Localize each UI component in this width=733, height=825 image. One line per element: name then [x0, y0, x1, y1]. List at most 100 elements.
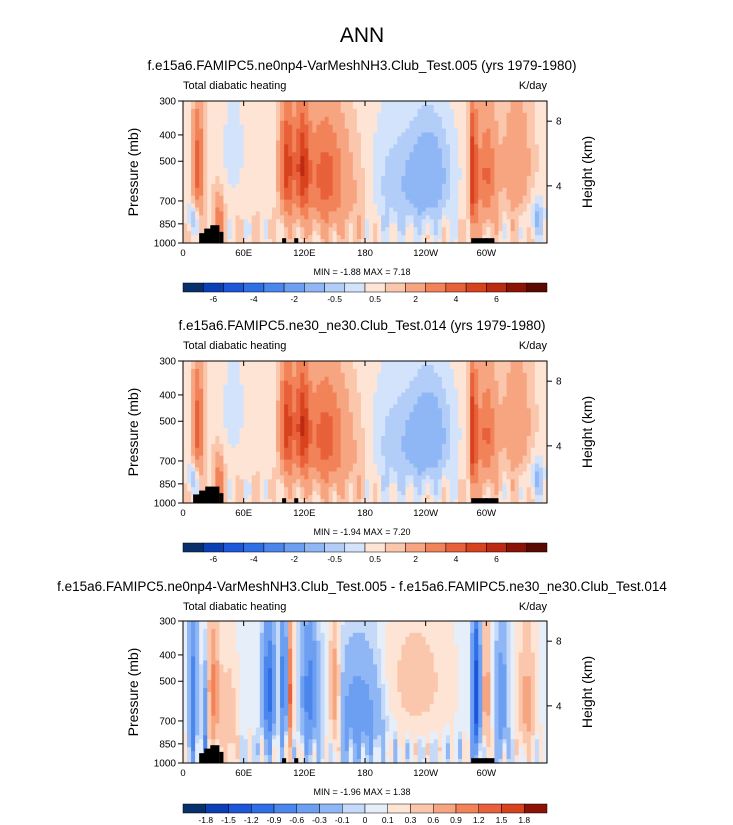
heat-cell	[357, 188, 362, 193]
heat-cell	[430, 140, 435, 145]
heat-cell	[183, 235, 188, 240]
heat-cell	[223, 491, 228, 496]
heat-cell	[321, 464, 326, 469]
heat-cell	[300, 192, 305, 197]
heat-cell	[333, 483, 338, 488]
heat-cell	[535, 223, 540, 228]
heat-cell	[527, 156, 532, 161]
heat-cell	[252, 385, 257, 390]
heat-cell	[195, 133, 200, 138]
heat-cell	[361, 393, 366, 398]
heat-cell	[353, 176, 358, 181]
heat-cell	[187, 129, 192, 134]
heat-cell	[454, 160, 459, 165]
heat-cell	[272, 133, 277, 138]
heat-cell	[312, 137, 317, 142]
heat-cell	[236, 215, 241, 220]
heat-cell	[361, 152, 366, 157]
heat-cell	[490, 227, 495, 232]
heat-cell	[341, 448, 346, 453]
heat-cell	[333, 235, 338, 240]
heat-cell	[260, 121, 265, 126]
heat-cell	[321, 436, 326, 441]
heat-cell	[232, 440, 237, 445]
heat-cell	[300, 196, 305, 201]
heat-cell	[466, 117, 471, 122]
heat-cell	[341, 208, 346, 213]
heat-cell	[308, 156, 313, 161]
heat-cell	[454, 105, 459, 110]
heat-cell	[454, 196, 459, 201]
heat-cell	[207, 113, 212, 118]
heat-cell	[397, 227, 402, 232]
heat-cell	[316, 192, 321, 197]
heat-cell	[187, 200, 192, 205]
heat-cell	[373, 227, 378, 232]
heat-cell	[288, 479, 293, 484]
heat-cell	[490, 129, 495, 134]
heat-cell	[511, 172, 516, 177]
heat-cell	[381, 133, 386, 138]
heat-cell	[248, 227, 253, 232]
heat-cell	[422, 160, 427, 165]
heat-cell	[280, 121, 285, 126]
heat-cell	[252, 475, 257, 480]
heat-cell	[503, 113, 508, 118]
heat-cell	[446, 196, 451, 201]
heat-cell	[207, 373, 212, 378]
heat-cell	[442, 227, 447, 232]
heat-cell	[260, 125, 265, 130]
heat-cell	[474, 156, 479, 161]
heat-cell	[308, 223, 313, 228]
heat-cell	[414, 196, 419, 201]
heat-cell	[227, 377, 232, 382]
heat-cell	[409, 148, 414, 153]
heat-cell	[337, 117, 342, 122]
heat-cell	[252, 369, 257, 374]
heat-cell	[292, 148, 297, 153]
heat-cell	[490, 172, 495, 177]
heat-cell	[353, 121, 358, 126]
heat-cell	[405, 133, 410, 138]
heat-cell	[458, 164, 463, 169]
heat-cell	[341, 152, 346, 157]
heat-cell	[203, 436, 208, 441]
heat-cell	[498, 152, 503, 157]
heat-cell	[292, 196, 297, 201]
heat-cell	[458, 223, 463, 228]
heat-cell	[260, 452, 265, 457]
heat-cell	[276, 129, 281, 134]
heat-cell	[341, 456, 346, 461]
heat-cell	[203, 192, 208, 197]
heat-cell	[236, 436, 241, 441]
heat-cell	[252, 436, 257, 441]
heat-cell	[430, 109, 435, 114]
heat-cell	[232, 377, 237, 382]
heat-cell	[503, 125, 508, 130]
heat-cell	[414, 121, 419, 126]
heat-cell	[195, 235, 200, 240]
heat-cell	[280, 231, 285, 236]
heat-cell	[474, 117, 479, 122]
heat-cell	[474, 204, 479, 209]
heat-cell	[357, 471, 362, 476]
heat-cell	[494, 148, 499, 153]
heat-cell	[195, 227, 200, 232]
heat-cell	[223, 172, 228, 177]
heat-cell	[494, 160, 499, 165]
heat-cell	[531, 227, 536, 232]
heat-cell	[486, 208, 491, 213]
heat-cell	[535, 140, 540, 145]
heat-cell	[187, 397, 192, 402]
heat-cell	[296, 369, 301, 374]
heat-cell	[446, 152, 451, 157]
heat-cell	[215, 125, 220, 130]
heat-cell	[442, 144, 447, 149]
heat-cell	[207, 164, 212, 169]
heat-cell	[183, 452, 188, 457]
heat-cell	[312, 196, 317, 201]
heat-cell	[236, 196, 241, 201]
heat-cell	[361, 389, 366, 394]
colorbar-label: -0.5	[327, 294, 342, 304]
heat-cell	[535, 156, 540, 161]
